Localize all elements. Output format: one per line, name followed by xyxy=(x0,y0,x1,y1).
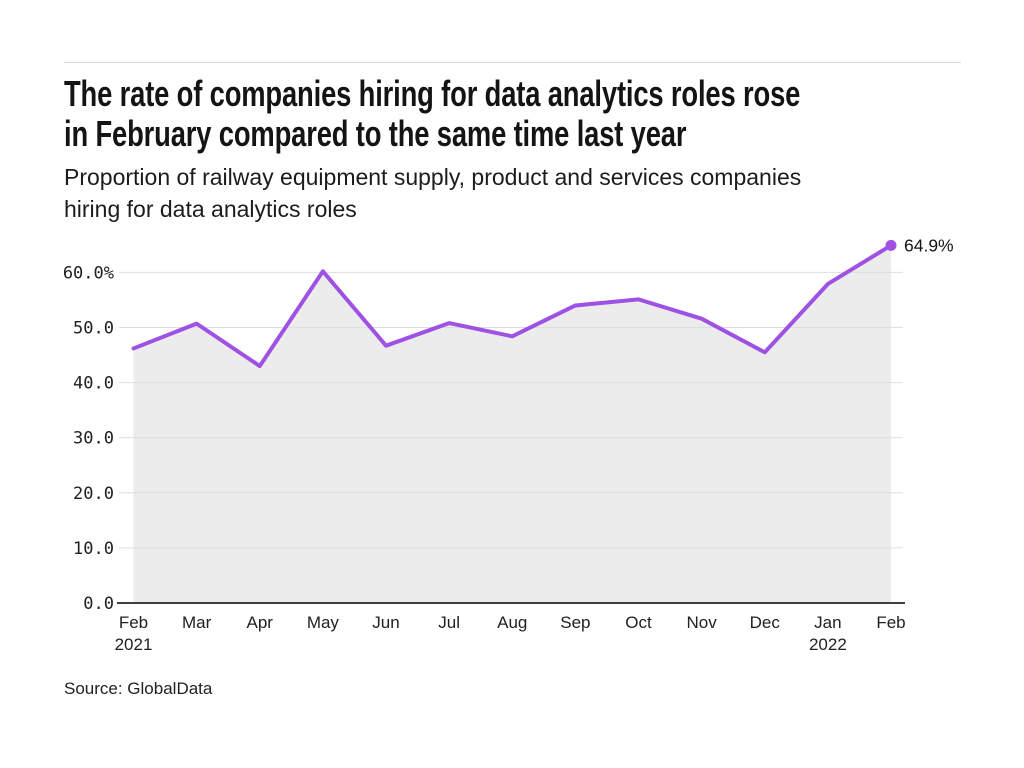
x-tick-label: Jun xyxy=(372,613,399,632)
x-tick-label: Jul xyxy=(438,613,460,632)
y-tick-label: 40.0 xyxy=(73,374,114,394)
chart-title: The rate of companies hiring for data an… xyxy=(64,74,1024,154)
x-tick-label: Feb xyxy=(119,613,148,632)
top-divider xyxy=(64,62,961,63)
subtitle-line-1: Proportion of railway equipment supply, … xyxy=(64,164,802,190)
x-tick-label: Dec xyxy=(750,613,781,632)
y-tick-label: 30.0 xyxy=(73,429,114,449)
x-tick-label: Oct xyxy=(625,613,652,632)
area-fill xyxy=(133,245,891,603)
title-line-1: The rate of companies hiring for data an… xyxy=(64,73,801,114)
x-tick-label: Mar xyxy=(182,613,212,632)
source-label: Source: GlobalData xyxy=(64,679,213,698)
x-tick-label: Feb xyxy=(876,613,905,632)
x-tick-label: Jan xyxy=(814,613,841,632)
x-tick-label: Apr xyxy=(247,613,274,632)
y-tick-label: 0.0 xyxy=(83,594,114,614)
y-tick-label: 10.0 xyxy=(73,539,114,559)
x-tick-label: Nov xyxy=(687,613,718,632)
chart-subtitle: Proportion of railway equipment supply, … xyxy=(64,161,801,225)
y-tick-label: 50.0 xyxy=(73,319,114,339)
x-tick-sublabel: 2022 xyxy=(809,635,847,654)
subtitle-line-2: hiring for data analytics roles xyxy=(64,196,357,222)
x-tick-label: Aug xyxy=(497,613,527,632)
end-value-label: 64.9% xyxy=(904,235,954,255)
y-tick-label: 60.0% xyxy=(63,263,114,283)
x-tick-label: Sep xyxy=(560,613,590,632)
end-point-dot xyxy=(885,239,897,251)
title-line-2: in February compared to the same time la… xyxy=(64,113,687,154)
data-line xyxy=(131,243,893,369)
x-tick-label: May xyxy=(307,613,340,632)
x-tick-sublabel: 2021 xyxy=(115,635,153,654)
y-tick-label: 20.0 xyxy=(73,484,114,504)
